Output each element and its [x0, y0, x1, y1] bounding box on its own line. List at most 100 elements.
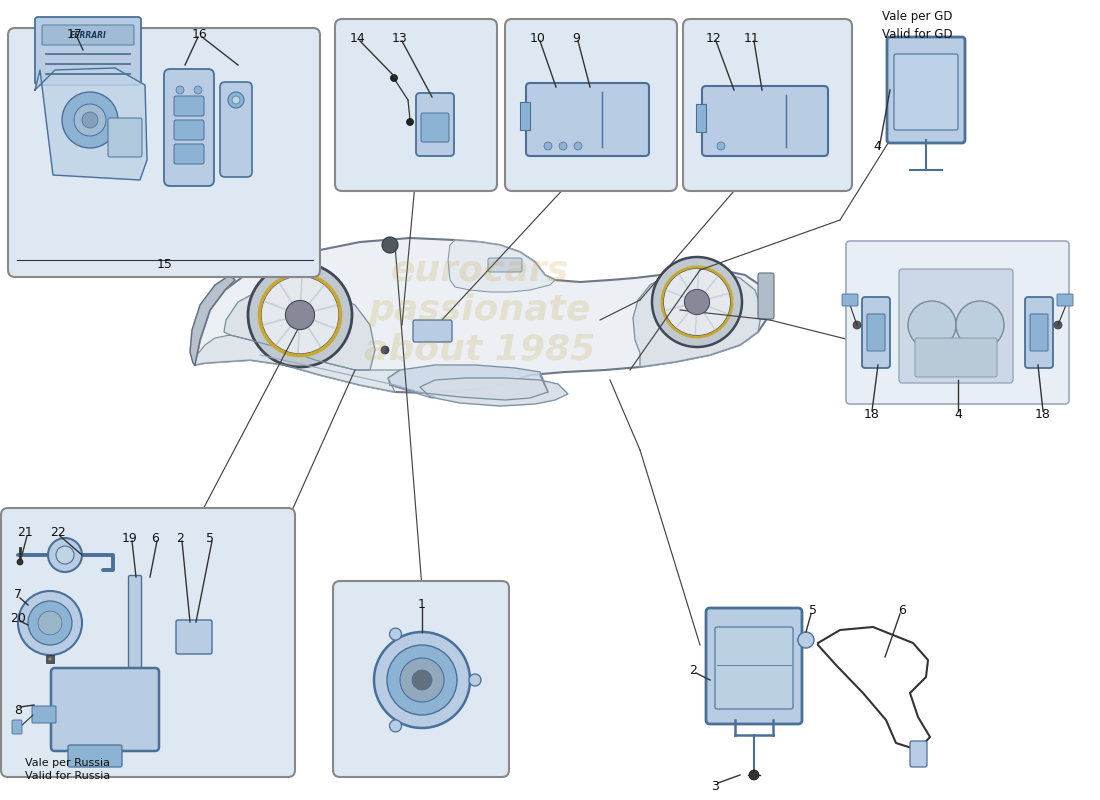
Text: 21: 21	[18, 526, 33, 539]
Polygon shape	[195, 335, 400, 392]
FancyBboxPatch shape	[1030, 314, 1048, 351]
Polygon shape	[448, 240, 556, 292]
Polygon shape	[195, 238, 770, 393]
FancyBboxPatch shape	[51, 668, 160, 751]
Text: 18: 18	[1035, 409, 1050, 422]
Circle shape	[544, 142, 552, 150]
Text: 12: 12	[706, 31, 722, 45]
FancyBboxPatch shape	[129, 575, 142, 674]
Polygon shape	[632, 270, 762, 367]
Text: 5: 5	[206, 531, 214, 545]
Text: 22: 22	[51, 526, 66, 539]
FancyBboxPatch shape	[42, 25, 134, 45]
Circle shape	[16, 559, 23, 565]
Text: 10: 10	[530, 31, 546, 45]
Circle shape	[663, 268, 730, 336]
FancyBboxPatch shape	[108, 118, 142, 157]
Text: 4: 4	[954, 409, 961, 422]
Circle shape	[469, 674, 481, 686]
FancyBboxPatch shape	[416, 93, 454, 156]
Circle shape	[248, 263, 352, 367]
Circle shape	[652, 257, 742, 347]
Text: 9: 9	[572, 31, 580, 45]
Text: eurocars
passionate
about 1985: eurocars passionate about 1985	[364, 254, 595, 366]
FancyBboxPatch shape	[1, 508, 295, 777]
FancyBboxPatch shape	[32, 706, 56, 723]
FancyBboxPatch shape	[846, 241, 1069, 404]
Text: FERRARI: FERRARI	[69, 30, 107, 39]
Text: 3: 3	[711, 781, 719, 794]
Text: 5: 5	[808, 603, 817, 617]
FancyBboxPatch shape	[12, 720, 22, 734]
Circle shape	[908, 301, 956, 349]
Text: 6: 6	[151, 531, 158, 545]
Circle shape	[28, 601, 72, 645]
FancyBboxPatch shape	[887, 37, 965, 143]
Circle shape	[74, 104, 106, 136]
Text: Vale per Russia
Valid for Russia: Vale per Russia Valid for Russia	[25, 758, 110, 781]
Circle shape	[232, 96, 240, 104]
Polygon shape	[420, 378, 568, 406]
Circle shape	[374, 632, 470, 728]
Circle shape	[18, 591, 82, 655]
Circle shape	[749, 770, 759, 780]
FancyBboxPatch shape	[715, 627, 793, 709]
FancyBboxPatch shape	[35, 17, 141, 85]
Circle shape	[228, 92, 244, 108]
Text: 6: 6	[898, 603, 906, 617]
Polygon shape	[190, 275, 235, 365]
Text: 14: 14	[350, 31, 366, 45]
Circle shape	[194, 86, 202, 94]
FancyBboxPatch shape	[899, 269, 1013, 383]
FancyBboxPatch shape	[706, 608, 802, 724]
FancyBboxPatch shape	[910, 741, 927, 767]
Circle shape	[82, 112, 98, 128]
FancyBboxPatch shape	[915, 338, 997, 377]
Circle shape	[261, 276, 339, 354]
Text: 2: 2	[176, 531, 184, 545]
Circle shape	[48, 538, 82, 572]
Circle shape	[56, 546, 74, 564]
Text: 7: 7	[14, 589, 22, 602]
Circle shape	[852, 321, 861, 329]
Text: 18: 18	[865, 409, 880, 422]
Circle shape	[390, 74, 397, 82]
Circle shape	[798, 632, 814, 648]
FancyBboxPatch shape	[702, 86, 828, 156]
FancyBboxPatch shape	[526, 83, 649, 156]
Text: 20: 20	[10, 611, 26, 625]
Text: 4: 4	[873, 139, 881, 153]
Text: 15: 15	[157, 258, 173, 270]
Circle shape	[48, 657, 52, 661]
Circle shape	[956, 301, 1004, 349]
Circle shape	[176, 86, 184, 94]
Circle shape	[559, 142, 566, 150]
Circle shape	[574, 142, 582, 150]
Polygon shape	[224, 285, 375, 370]
Text: 2: 2	[689, 663, 697, 677]
FancyBboxPatch shape	[1025, 297, 1053, 368]
FancyBboxPatch shape	[174, 144, 204, 164]
FancyBboxPatch shape	[894, 54, 958, 130]
FancyBboxPatch shape	[683, 19, 852, 191]
Circle shape	[381, 346, 389, 354]
FancyBboxPatch shape	[758, 273, 774, 319]
Circle shape	[382, 237, 398, 253]
Polygon shape	[388, 365, 548, 400]
FancyBboxPatch shape	[842, 294, 858, 306]
FancyBboxPatch shape	[220, 82, 252, 177]
FancyBboxPatch shape	[333, 581, 509, 777]
FancyBboxPatch shape	[174, 120, 204, 140]
FancyBboxPatch shape	[1057, 294, 1072, 306]
Circle shape	[684, 290, 710, 314]
FancyBboxPatch shape	[488, 258, 522, 272]
FancyBboxPatch shape	[68, 745, 122, 767]
FancyBboxPatch shape	[421, 113, 449, 142]
Circle shape	[407, 118, 414, 126]
FancyBboxPatch shape	[867, 314, 886, 351]
Text: 1: 1	[418, 598, 426, 611]
Text: 8: 8	[14, 703, 22, 717]
Circle shape	[62, 92, 118, 148]
FancyBboxPatch shape	[8, 28, 320, 277]
Text: 19: 19	[122, 531, 138, 545]
